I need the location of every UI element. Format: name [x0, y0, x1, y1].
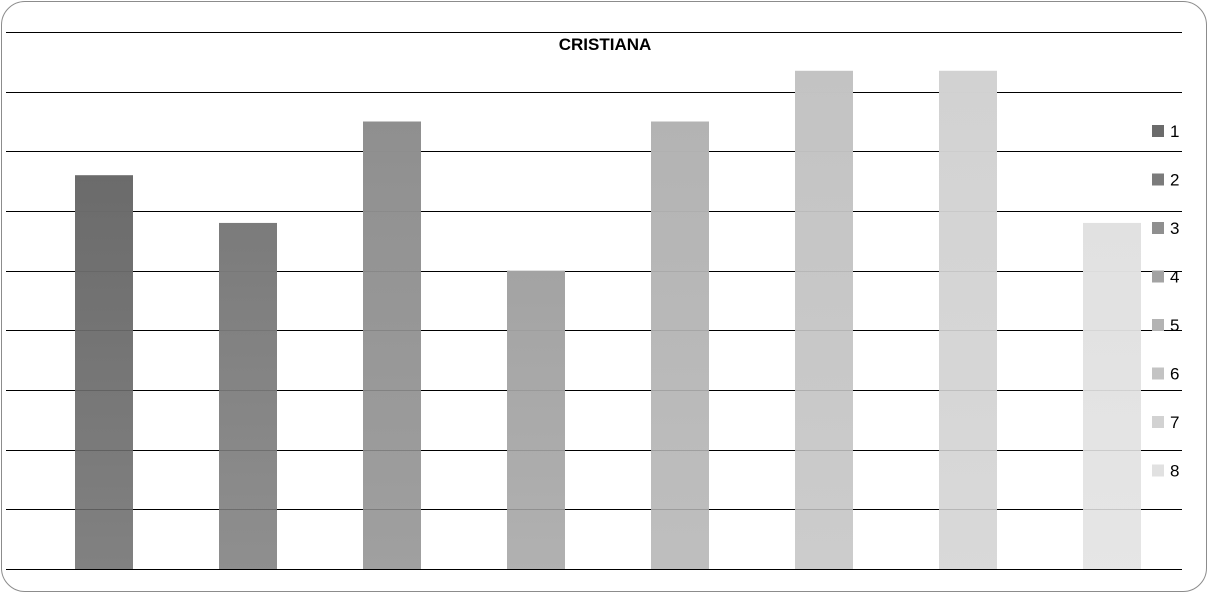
legend-label-8: 8: [1170, 462, 1179, 481]
legend-label-3: 3: [1170, 219, 1179, 238]
legend-label-1: 1: [1170, 122, 1179, 141]
gridlines: [6, 32, 1182, 570]
bar-3: [363, 121, 421, 569]
bar-5: [651, 121, 709, 569]
bars: [75, 70, 1141, 570]
legend-swatch-7: [1152, 416, 1164, 428]
legend-swatch-2: [1152, 173, 1164, 186]
legend-swatch-4: [1152, 270, 1164, 283]
legend-swatch-3: [1152, 222, 1164, 234]
legend-swatch-1: [1152, 125, 1164, 137]
bar-6: [795, 70, 853, 570]
legend-swatch-5: [1152, 319, 1164, 331]
chart-title: CRISTIANA: [559, 35, 652, 54]
bar-8: [1083, 222, 1141, 569]
legend-label-7: 7: [1170, 413, 1179, 432]
legend-label-4: 4: [1170, 268, 1179, 287]
legend-swatch-6: [1152, 367, 1164, 380]
legend-label-5: 5: [1170, 316, 1179, 335]
bar-1: [75, 175, 133, 569]
bar-7: [939, 70, 997, 570]
bar-4: [507, 270, 565, 569]
legend-label-6: 6: [1170, 365, 1179, 384]
legend-label-2: 2: [1170, 171, 1179, 190]
legend-swatch-8: [1152, 464, 1164, 477]
bar-2: [219, 222, 277, 569]
legend: 1 2 3 4 5 6 7 8: [1152, 122, 1179, 481]
